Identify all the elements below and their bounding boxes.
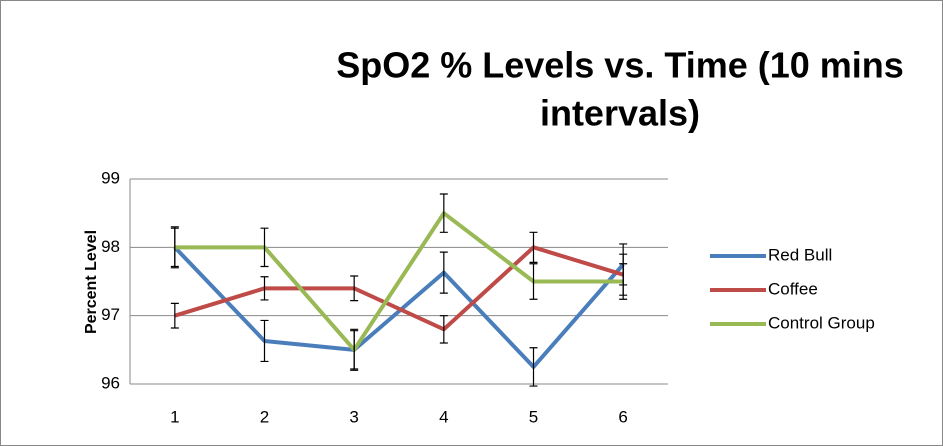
chart-title: SpO2 % Levels vs. Time (10 mins	[336, 45, 904, 86]
error-bar	[260, 319, 269, 363]
y-tick-label: 99	[101, 168, 120, 187]
error-bar	[439, 315, 448, 344]
x-tick-label: 2	[260, 407, 269, 426]
error-bar	[529, 231, 538, 263]
x-tick-label: 1	[170, 407, 179, 426]
error-bar	[170, 302, 179, 329]
error-bar	[350, 275, 359, 302]
legend-label: Red Bull	[768, 245, 832, 264]
error-bar	[350, 328, 359, 371]
error-bar	[260, 276, 269, 301]
chart-title: intervals)	[540, 93, 700, 134]
series-line	[173, 245, 625, 369]
legend-label: Control Group	[768, 313, 875, 332]
error-bar	[529, 263, 538, 300]
x-tick-label: 6	[618, 407, 627, 426]
error-bar	[439, 193, 448, 233]
series-line	[174, 211, 624, 352]
x-tick-label: 3	[349, 407, 358, 426]
error-bar	[529, 347, 538, 387]
error-bar	[170, 227, 179, 268]
y-tick-label: 98	[101, 237, 120, 256]
y-tick-label: 97	[101, 305, 120, 324]
error-bar	[619, 263, 628, 300]
legend-label: Coffee	[768, 279, 818, 298]
error-bar	[439, 251, 448, 294]
series-line	[174, 245, 624, 332]
y-tick-label: 96	[101, 373, 120, 392]
y-axis-label: Percent Level	[83, 230, 100, 334]
error-bar	[260, 227, 269, 268]
x-tick-label: 5	[529, 407, 538, 426]
x-tick-label: 4	[439, 407, 448, 426]
